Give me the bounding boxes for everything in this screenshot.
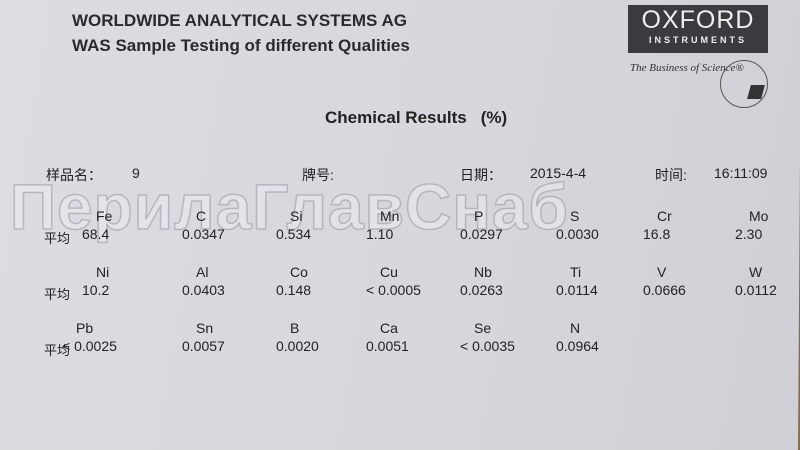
element-value: < 0.0025: [62, 338, 117, 354]
element-cell-ca: Ca 0.0051: [366, 320, 456, 354]
element-symbol: Ni: [96, 264, 110, 280]
element-cell-si: Si 0.534: [276, 208, 366, 242]
element-symbol: Se: [474, 320, 492, 336]
element-cell-s: S 0.0030: [556, 208, 646, 242]
element-value: 0.0403: [182, 282, 225, 298]
element-symbol: Sn: [196, 320, 214, 336]
date-value: 2015-4-4: [530, 165, 587, 181]
element-cell-c: C 0.0347: [182, 208, 272, 242]
element-cell-mn: Mn 1.10: [366, 208, 456, 242]
element-value: 0.0051: [366, 338, 409, 354]
logo-sub: INSTRUMENTS: [649, 35, 747, 45]
element-value: 1.10: [366, 226, 394, 242]
section-title-text: Chemical Results: [325, 108, 467, 127]
element-symbol: Al: [196, 264, 209, 280]
element-cell-n: N 0.0964: [556, 320, 646, 354]
sample-value: 9: [132, 165, 140, 181]
section-title: Chemical Results (%): [325, 108, 507, 128]
element-value: 0.0263: [460, 282, 503, 298]
element-value: 0.148: [276, 282, 312, 298]
element-symbol: Pb: [76, 320, 94, 336]
element-cell-al: Al 0.0403: [182, 264, 272, 298]
watermark: ПерилаГлавСнаб: [9, 170, 569, 244]
section-unit: (%): [480, 108, 508, 127]
element-cell-ti: Ti 0.0114: [556, 264, 646, 298]
element-value: 0.0114: [556, 282, 598, 298]
results-row: 平均 Ni 10.2 Al 0.0403 Co 0.148 Cu < 0.0005 Nb 0.026…: [0, 264, 800, 304]
element-value: 0.534: [276, 226, 312, 242]
grade-label: 牌号:: [302, 167, 334, 183]
element-cell-ni: Ni 10.2: [82, 264, 172, 298]
element-cell-nb: Nb 0.0263: [460, 264, 550, 298]
element-value: 0.0057: [182, 338, 225, 354]
element-value: 0.0020: [276, 338, 319, 354]
element-value: 16.8: [643, 226, 671, 242]
element-cell-co: Co 0.148: [276, 264, 366, 298]
element-symbol: Ca: [380, 320, 398, 336]
element-symbol: S: [570, 208, 580, 224]
date-label: 日期：: [460, 167, 502, 183]
element-symbol: Mo: [749, 208, 769, 224]
logo-name: OXFORD: [641, 6, 755, 34]
element-cell-pb: Pb < 0.0025: [62, 320, 152, 354]
report-subtitle: WAS Sample Testing of different Qualitie…: [72, 36, 410, 55]
element-symbol: P: [474, 208, 484, 224]
element-cell-w: W 0.0112: [735, 264, 800, 298]
element-value: 0.0297: [460, 226, 503, 242]
element-value: 0.0347: [182, 226, 225, 242]
element-symbol: Fe: [96, 208, 113, 224]
sample-label: 样品名：: [46, 167, 102, 183]
element-value: 68.4: [82, 226, 110, 242]
results-row: 平均 Fe 68.4 C 0.0347 Si 0.534 Mn 1.10 P 0.0297 S 0.00…: [0, 208, 800, 248]
element-symbol: N: [570, 320, 581, 336]
logo-tagline: The Business of Science®: [630, 62, 744, 74]
time-value: 16:11:09: [714, 165, 768, 181]
element-value: 0.0964: [556, 338, 599, 354]
element-value: 0.0112: [735, 282, 777, 298]
average-label: 平均: [44, 231, 71, 246]
element-cell-fe: Fe 68.4: [82, 208, 172, 242]
element-cell-v: V 0.0666: [643, 264, 733, 298]
element-value: 10.2: [82, 282, 110, 298]
element-cell-cr: Cr 16.8: [643, 208, 733, 242]
element-symbol: V: [657, 264, 667, 280]
element-symbol: Mn: [380, 208, 400, 224]
element-value: < 0.0035: [460, 338, 515, 354]
element-cell-b: B 0.0020: [276, 320, 366, 354]
element-symbol: Ti: [570, 264, 582, 280]
average-label: 平均: [44, 343, 71, 358]
element-cell-se: Se < 0.0035: [460, 320, 550, 354]
element-cell-sn: Sn 0.0057: [182, 320, 272, 354]
element-cell-p: P 0.0297: [460, 208, 550, 242]
element-symbol: Co: [290, 264, 308, 280]
element-cell-mo: Mo 2.30: [735, 208, 800, 242]
time-label: 时间:: [655, 167, 687, 183]
element-cell-cu: Cu < 0.0005: [366, 264, 456, 298]
company-name: WORLDWIDE ANALYTICAL SYSTEMS AG: [72, 11, 407, 30]
element-value: < 0.0005: [366, 282, 421, 298]
element-symbol: Nb: [474, 264, 492, 280]
results-row: 平均 Pb < 0.0025 Sn 0.0057 B 0.0020 Ca 0.0051 Se < 0…: [0, 320, 800, 360]
emblem-icon: [720, 60, 768, 108]
average-label: 平均: [44, 287, 71, 302]
element-symbol: C: [196, 208, 207, 224]
element-symbol: B: [290, 320, 300, 336]
element-symbol: Si: [290, 208, 303, 224]
element-symbol: Cr: [657, 208, 672, 224]
element-symbol: W: [749, 264, 763, 280]
element-symbol: Cu: [380, 264, 398, 280]
element-value: 2.30: [735, 226, 763, 242]
element-value: 0.0666: [643, 282, 686, 298]
oxford-instruments-logo: OXFORD INSTRUMENTS: [628, 5, 768, 53]
element-value: 0.0030: [556, 226, 599, 242]
